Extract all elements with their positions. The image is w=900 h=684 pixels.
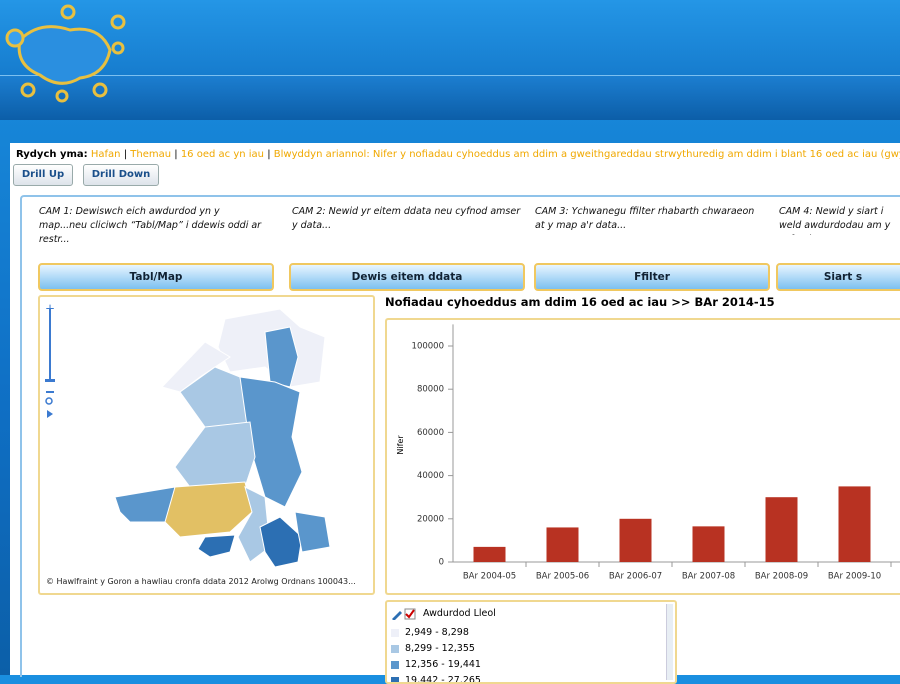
bar xyxy=(766,497,798,562)
scrollbar[interactable] xyxy=(666,604,673,680)
x-tick-label: BAr 2005-06 xyxy=(536,572,589,582)
legend-item: 8,299 - 12,355 xyxy=(391,642,475,656)
legend-icons xyxy=(391,608,417,620)
bar xyxy=(693,526,725,562)
legend-swatch xyxy=(391,629,399,637)
legend-item: 12,356 - 19,441 xyxy=(391,658,481,672)
bar xyxy=(547,527,579,562)
bar xyxy=(839,486,871,562)
y-tick-label: 60000 xyxy=(417,428,444,438)
legend: Awdurdod Lleol 2,949 - 8,298 8,299 - 12,3… xyxy=(385,600,677,684)
y-tick-label: 20000 xyxy=(417,514,444,524)
x-tick-label: BAr 2004-05 xyxy=(463,572,516,582)
y-tick-label: 80000 xyxy=(417,385,444,395)
y-tick-label: 40000 xyxy=(417,471,444,481)
legend-label: 12,356 - 19,441 xyxy=(405,659,481,670)
y-tick-label: 100000 xyxy=(412,342,444,352)
legend-swatch xyxy=(391,645,399,653)
bar xyxy=(474,547,506,562)
legend-title: Awdurdod Lleol xyxy=(423,607,496,621)
legend-item: 2,949 - 8,298 xyxy=(391,626,469,640)
x-tick-label: BAr 2008-09 xyxy=(755,572,808,582)
x-tick-label: BAr 2007-08 xyxy=(682,572,735,582)
bar xyxy=(620,519,652,562)
legend-item: 19,442 - 27,265 xyxy=(391,674,481,684)
x-tick-label: BAr 2009-10 xyxy=(828,572,881,582)
legend-swatch xyxy=(391,661,399,669)
y-tick-label: 0 xyxy=(439,558,444,568)
legend-label: 19,442 - 27,265 xyxy=(405,675,481,684)
x-tick-label: BAr 2006-07 xyxy=(609,572,662,582)
legend-label: 8,299 - 12,355 xyxy=(405,643,475,654)
legend-swatch xyxy=(391,677,399,684)
legend-label: 2,949 - 8,298 xyxy=(405,627,469,638)
chart: Nifer 0 20000 40000 60000 80000 100000 BAr 200… xyxy=(0,0,900,600)
y-axis-label: Nifer xyxy=(396,435,405,455)
